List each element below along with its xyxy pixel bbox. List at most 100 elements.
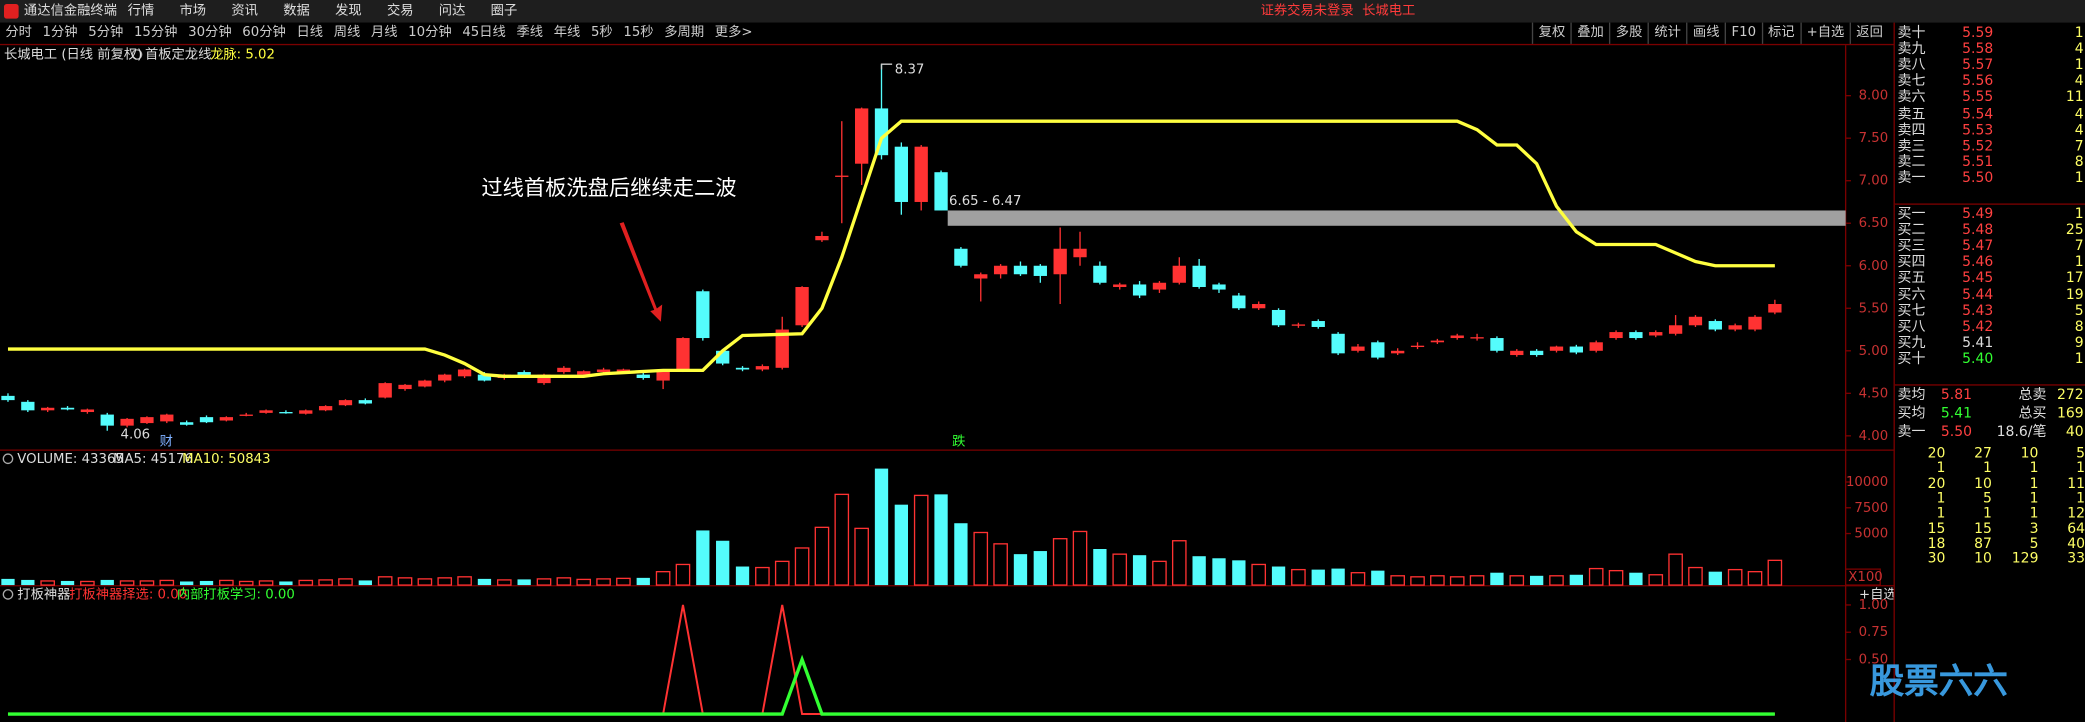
period-button[interactable]: 1分钟 — [42, 25, 78, 40]
bid-label: 买六 — [1897, 286, 1926, 303]
candle-body — [100, 414, 114, 426]
action-button[interactable]: 叠加 — [1570, 22, 1610, 44]
ask-price: 5.53 — [1962, 121, 1994, 138]
volume-bar — [238, 580, 254, 586]
candle-body — [398, 384, 412, 390]
ask-price: 5.57 — [1962, 57, 1994, 74]
volume-bar — [60, 580, 75, 586]
action-button[interactable]: +自选 — [1799, 22, 1850, 44]
candle-body — [517, 372, 531, 377]
period-button[interactable]: 年线 — [553, 25, 581, 40]
volume-bar — [377, 576, 393, 586]
period-button[interactable]: 分时 — [5, 25, 32, 40]
candle-body — [378, 383, 392, 398]
indicator-line — [7, 654, 1775, 716]
queue-value: 10 — [1974, 475, 1992, 492]
drop-marker: 跌 — [952, 433, 965, 449]
period-button[interactable]: 45日线 — [462, 25, 506, 40]
volume-bar — [1490, 572, 1504, 586]
candle-body — [1708, 321, 1722, 330]
candle-body — [636, 374, 650, 379]
candle-body — [299, 410, 313, 414]
menu-item[interactable]: 发现 — [335, 3, 362, 19]
summary-value: 5.41 — [1940, 405, 1972, 422]
volume-bar — [1212, 558, 1226, 586]
volume-bar — [1192, 556, 1206, 586]
volume-bar — [913, 494, 929, 586]
candle-body — [1529, 350, 1544, 356]
period-button[interactable]: 日线 — [296, 25, 324, 40]
finance-marker: 财 — [160, 433, 173, 449]
volume-bar — [973, 531, 989, 586]
ask-price: 5.56 — [1962, 73, 1994, 90]
y-tick-label: 5.00 — [1859, 344, 1889, 359]
volume-bar — [1132, 555, 1147, 586]
ask-label: 卖三 — [1897, 137, 1926, 154]
volume-bar — [1668, 553, 1683, 586]
menu-item[interactable]: 行情 — [127, 3, 155, 19]
period-button[interactable]: 多周期 — [664, 25, 705, 40]
queue-value: 5 — [2029, 535, 2039, 552]
period-button[interactable]: 30分钟 — [188, 25, 232, 40]
queue-value: 1 — [1983, 505, 1992, 522]
candle-body — [854, 108, 869, 164]
period-button[interactable]: 更多> — [714, 25, 753, 40]
candle-body — [934, 172, 948, 211]
menu-item[interactable]: 市场 — [179, 3, 207, 19]
period-button[interactable]: 15分钟 — [133, 25, 178, 40]
queue-value: 3 — [2029, 520, 2039, 537]
volume-bar — [279, 581, 293, 586]
volume-bar — [1072, 530, 1088, 586]
summary-value: 5.50 — [1940, 424, 1972, 441]
candle-body — [815, 235, 829, 241]
action-button[interactable]: 复权 — [1532, 22, 1571, 44]
candle-body — [1688, 316, 1703, 326]
menu-item[interactable]: 圈子 — [490, 3, 518, 19]
volume-bar — [1588, 567, 1604, 586]
period-button[interactable]: 5秒 — [590, 25, 613, 40]
action-button[interactable]: 画线 — [1686, 22, 1725, 44]
menu-item[interactable]: 数据 — [283, 3, 310, 19]
candle-body — [656, 371, 670, 381]
menu-item[interactable]: 资讯 — [231, 3, 258, 19]
candle-body — [894, 146, 908, 202]
summary-label: 18.6/笔 — [1996, 424, 2047, 441]
candle-body — [537, 374, 551, 384]
period-button[interactable]: 周线 — [333, 25, 361, 40]
candle-body — [418, 380, 432, 387]
candle-body — [1033, 265, 1047, 276]
queue-value: 10 — [2020, 445, 2039, 462]
action-button[interactable]: 统计 — [1647, 22, 1687, 44]
y-tick-label: 6.00 — [1859, 259, 1889, 274]
series-legend: 内部打板学习: 0.00 — [177, 586, 295, 602]
candle-body — [1132, 284, 1147, 296]
period-button[interactable]: 10分钟 — [408, 25, 452, 40]
action-button[interactable]: F10 — [1724, 22, 1762, 44]
volume-bar — [854, 527, 869, 586]
volume-bar — [1013, 554, 1028, 586]
candle-body — [735, 367, 750, 370]
menu-item[interactable]: 交易 — [386, 3, 414, 19]
period-button[interactable]: 月线 — [370, 25, 398, 40]
bid-label: 买二 — [1897, 222, 1926, 239]
candle-body — [41, 407, 55, 411]
period-button[interactable]: 60分钟 — [242, 25, 286, 40]
candle-body — [318, 406, 333, 411]
menu-item[interactable]: 问达 — [438, 3, 466, 19]
title-bar: 通达信金融终端 行情 市场 资讯 数据 发现 交易 问达 圈子 证券交易未登录 长城电工 — [0, 0, 2085, 23]
bid-price: 5.41 — [1962, 334, 1994, 351]
period-button[interactable]: 5分钟 — [88, 25, 124, 40]
volume-bar — [318, 579, 333, 586]
action-button[interactable]: 标记 — [1761, 22, 1800, 44]
period-button[interactable]: 季线 — [516, 25, 544, 40]
ask-label: 卖二 — [1897, 153, 1926, 170]
action-button[interactable]: 多股 — [1609, 22, 1648, 44]
action-button[interactable]: 返回 — [1849, 22, 1889, 44]
candle-body — [974, 274, 988, 279]
volume-bar — [180, 581, 194, 586]
candle-body — [616, 369, 631, 373]
volume-bar — [1430, 575, 1445, 586]
period-button[interactable]: 15秒 — [623, 25, 654, 40]
